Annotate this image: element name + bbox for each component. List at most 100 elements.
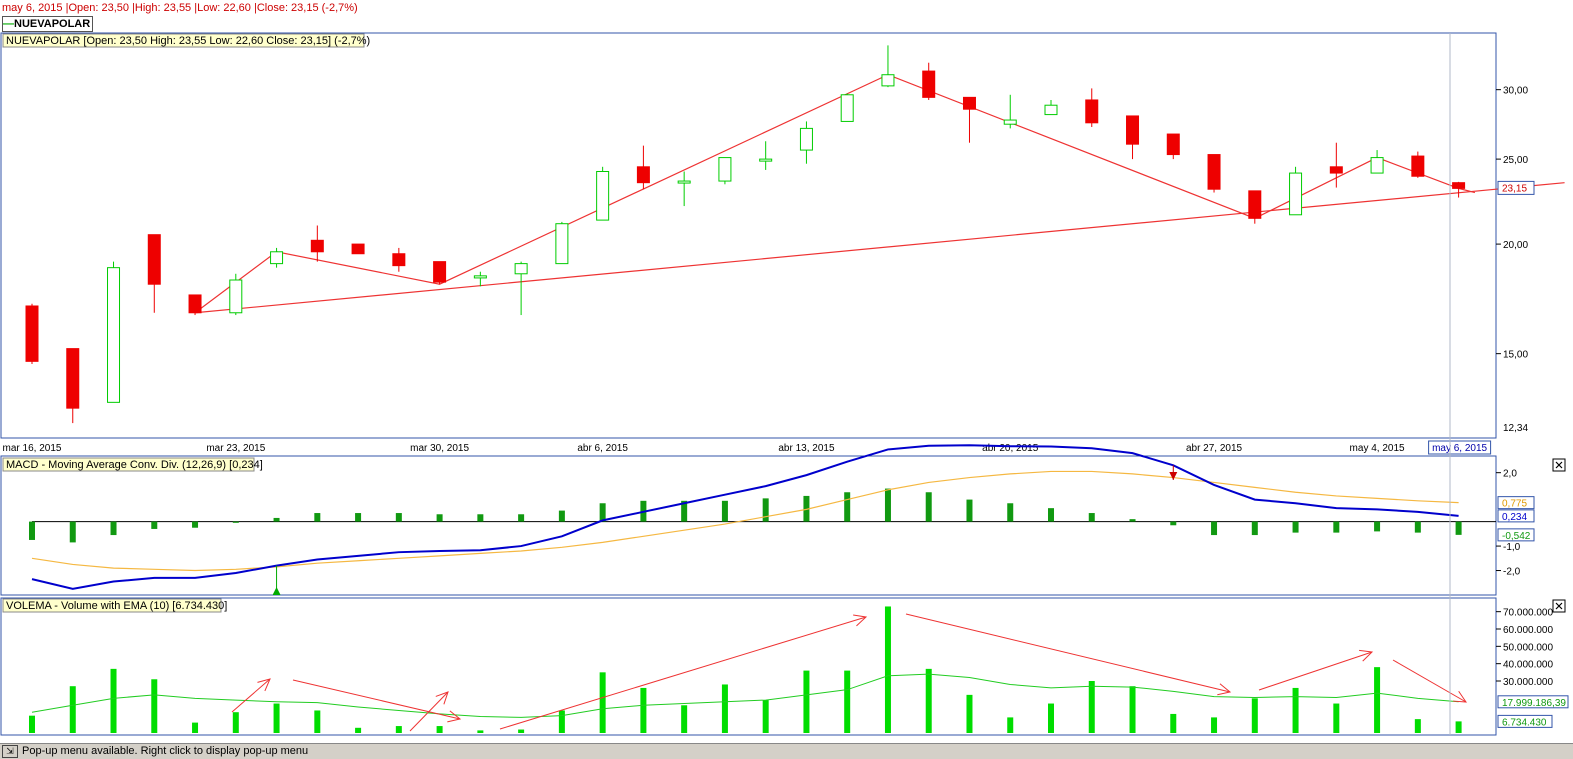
volume-title-box <box>2 598 222 613</box>
volume-bar <box>29 715 35 733</box>
volume-close-icon[interactable] <box>1552 599 1566 613</box>
candle-body <box>1452 182 1466 189</box>
candle-body <box>799 127 813 151</box>
macd-histogram-bar <box>1414 521 1421 533</box>
candle-body <box>147 234 161 285</box>
volume-bar <box>844 670 851 733</box>
candle-body <box>840 94 854 122</box>
cursor-date-label: may 6, 2015 <box>1432 443 1487 454</box>
macd-histogram-value-label-box <box>1497 528 1535 542</box>
price-title: NUEVAPOLAR [Open: 23,50 High: 23,55 Low:… <box>6 35 370 47</box>
annotation-arrow-head-icon <box>447 710 462 723</box>
macd-histogram-value-label: -0,542 <box>1502 531 1531 542</box>
candle-body <box>1370 157 1384 174</box>
macd-plot-frame <box>0 455 1497 596</box>
price-panel[interactable]: NUEVAPOLAR [Open: 23,50 High: 23,55 Low:… <box>0 32 1565 455</box>
macd-close-icon[interactable] <box>1552 458 1566 472</box>
volume-y-tick-label: 60.000.000 <box>1503 625 1553 636</box>
annotation-arrow-head-icon <box>1359 649 1374 662</box>
candles <box>25 45 1466 424</box>
volume-bar <box>477 730 484 733</box>
volume-bar <box>395 726 402 733</box>
macd-histogram-bar <box>518 514 525 522</box>
volume-bar <box>1374 667 1381 733</box>
macd-histogram-bar <box>966 499 973 522</box>
macd-histogram-bar <box>395 513 402 522</box>
volume-y-tick-label: 70.000.000 <box>1503 608 1553 619</box>
price-x-tick-label: may 4, 2015 <box>1350 443 1405 454</box>
candle-body <box>1003 119 1017 125</box>
annotation-arrow-line <box>905 613 1231 693</box>
annotation-arrow-line <box>231 678 271 713</box>
price-x-axis: mar 16, 2015 mar 23, 2015 mar 30, 2015 abr … <box>3 440 1492 455</box>
volume-bar <box>314 710 321 733</box>
chart-area[interactable]: NUEVAPOLAR [Open: 23,50 High: 23,55 Low:… <box>0 0 1573 743</box>
volume-bar <box>640 687 647 733</box>
macd-panel[interactable]: MACD - Moving Average Conv. Div. (12,26,… <box>0 444 1566 596</box>
macd-histogram-bar <box>762 498 769 522</box>
candle-body <box>962 96 976 110</box>
price-x-tick-label: abr 27, 2015 <box>1186 443 1243 454</box>
ticker-box[interactable]: —NUEVAPOLAR <box>2 16 93 32</box>
price-y-tick-label: 15,00 <box>1503 350 1528 361</box>
volume-bar <box>192 722 199 733</box>
annotation-arrow-head-icon <box>1217 683 1232 696</box>
resize-icon[interactable]: ⇲ <box>2 745 18 758</box>
macd-histogram-bar <box>681 500 688 522</box>
candle-body <box>514 263 528 275</box>
price-x-tick-label: mar 16, 2015 <box>3 443 62 454</box>
macd-histogram-bar <box>1455 521 1462 535</box>
price-x-tick-label: abr 20, 2015 <box>982 443 1039 454</box>
price-y-tick-label: 20,00 <box>1503 240 1528 251</box>
candle-body <box>392 253 406 267</box>
volume-ema-value-label: 17.999.186,39 <box>1502 698 1566 709</box>
candle-body <box>310 239 324 253</box>
macd-histogram-bar <box>844 492 851 522</box>
volume-bar <box>1170 713 1177 733</box>
volume-ema-value-box <box>1497 695 1569 709</box>
macd-signal-value-label-box <box>1497 496 1535 510</box>
trendline <box>194 182 1565 314</box>
macd-histogram-bar <box>1211 521 1218 536</box>
candle-body <box>188 294 202 314</box>
macd-value-label-box <box>1497 509 1535 523</box>
status-bar: ⇲ Pop-up menu available. Right click to d… <box>0 743 1573 759</box>
last-price-label: 23,15 <box>1502 183 1527 194</box>
annotation-arrow-line <box>1258 651 1373 691</box>
price-y-tick-label: 30,00 <box>1503 86 1528 97</box>
candle-body <box>759 158 773 162</box>
volume-panel[interactable]: VOLEMA - Volume with EMA (10) [6.734.430… <box>0 597 1569 736</box>
macd-histogram-bar <box>69 521 76 543</box>
macd-histogram-bar <box>192 521 199 528</box>
macd-histogram-bar <box>29 521 35 540</box>
status-text: Pop-up menu available. Right click to di… <box>22 745 309 757</box>
macd-signal-value-label: 0,775 <box>1502 499 1527 510</box>
macd-histogram-bar <box>558 510 565 522</box>
macd-histogram-bar <box>355 513 362 522</box>
volume-bar <box>803 670 810 733</box>
volume-bar <box>1129 686 1136 733</box>
candle-body <box>596 170 610 221</box>
macd-histogram-bar <box>1129 519 1136 522</box>
volume-y-tick-label: 50.000.000 <box>1503 642 1553 653</box>
candle-body <box>1329 166 1343 174</box>
candle-body <box>1207 154 1221 190</box>
volume-bar <box>966 694 973 733</box>
volume-bar <box>69 686 76 733</box>
annotation-arrow-line <box>292 679 461 720</box>
macd-histogram-bar <box>599 503 606 522</box>
candle-body <box>718 157 732 182</box>
macd-y-tick-label: 2,0 <box>1503 469 1517 480</box>
candle-body <box>270 251 284 265</box>
candle-body <box>229 279 243 314</box>
macd-histogram-bar <box>273 517 280 522</box>
volume-bar <box>1088 681 1095 733</box>
candle-body <box>922 70 936 98</box>
price-x-tick-label: abr 13, 2015 <box>778 443 835 454</box>
macd-histogram-bar <box>1170 521 1177 526</box>
trendline <box>194 74 1476 314</box>
volume-bar <box>151 679 158 733</box>
price-plot-frame <box>0 32 1497 439</box>
volume-value-box <box>1497 714 1553 728</box>
candle-body <box>636 166 650 184</box>
